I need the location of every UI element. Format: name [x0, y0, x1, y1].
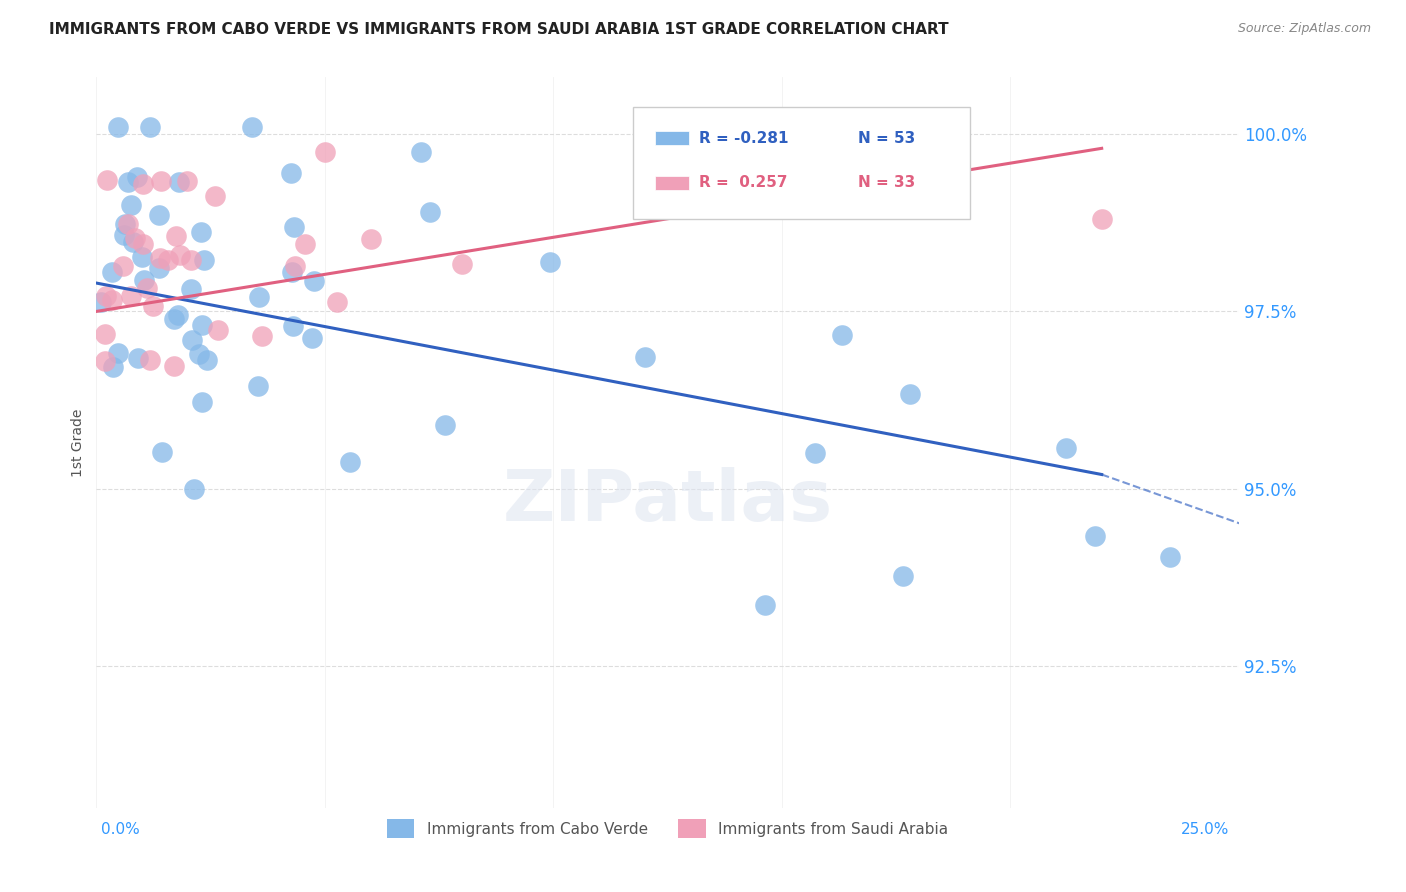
Point	[1084, 529, 1107, 543]
Point	[339, 455, 361, 469]
Point	[294, 237, 316, 252]
Point	[898, 387, 921, 401]
Point	[1054, 441, 1077, 455]
Point	[156, 253, 179, 268]
Legend: Immigrants from Cabo Verde, Immigrants from Saudi Arabia: Immigrants from Cabo Verde, Immigrants f…	[381, 814, 955, 844]
Point	[181, 333, 204, 347]
Text: ZIPatlas: ZIPatlas	[502, 467, 832, 535]
Point	[302, 274, 325, 288]
Point	[325, 295, 347, 310]
Point	[1091, 212, 1114, 227]
Text: R =  0.257: R = 0.257	[699, 176, 787, 190]
Text: N = 53: N = 53	[858, 131, 915, 145]
Point	[360, 232, 382, 246]
Point	[163, 359, 186, 373]
Point	[301, 330, 323, 344]
Point	[114, 217, 136, 231]
Point	[149, 251, 172, 265]
Point	[107, 346, 129, 360]
Point	[891, 569, 914, 583]
Point	[90, 295, 112, 310]
Point	[117, 175, 139, 189]
Point	[136, 280, 159, 294]
Point	[188, 346, 211, 360]
Point	[634, 350, 657, 364]
Point	[247, 290, 270, 304]
Point	[250, 329, 273, 343]
Point	[117, 217, 139, 231]
Point	[240, 120, 263, 134]
Text: 25.0%: 25.0%	[1181, 822, 1230, 837]
Point	[94, 353, 117, 368]
Point	[139, 353, 162, 368]
Point	[419, 205, 441, 219]
Point	[434, 418, 457, 433]
Point	[112, 259, 135, 273]
Text: R = -0.281: R = -0.281	[699, 131, 789, 145]
Point	[1159, 550, 1181, 565]
Point	[101, 264, 124, 278]
Point	[190, 225, 212, 239]
Point	[280, 265, 302, 279]
Point	[280, 166, 302, 180]
Point	[149, 174, 172, 188]
Point	[120, 289, 142, 303]
Point	[150, 445, 173, 459]
Point	[167, 175, 190, 189]
Point	[314, 145, 336, 160]
Point	[120, 198, 142, 212]
Text: N = 33: N = 33	[858, 176, 915, 190]
Point	[195, 352, 218, 367]
Point	[167, 308, 190, 322]
Point	[148, 208, 170, 222]
Point	[831, 328, 853, 343]
Point	[411, 145, 433, 160]
Point	[246, 378, 269, 392]
Point	[191, 318, 214, 332]
Point	[148, 261, 170, 276]
Point	[163, 312, 186, 326]
Point	[180, 282, 202, 296]
Point	[165, 229, 187, 244]
Point	[94, 289, 117, 303]
Point	[754, 599, 776, 613]
Text: 0.0%: 0.0%	[101, 822, 139, 837]
Point	[122, 235, 145, 249]
Point	[139, 120, 162, 135]
Point	[124, 231, 146, 245]
Point	[191, 395, 214, 409]
Text: IMMIGRANTS FROM CABO VERDE VS IMMIGRANTS FROM SAUDI ARABIA 1ST GRADE CORRELATION: IMMIGRANTS FROM CABO VERDE VS IMMIGRANTS…	[49, 22, 949, 37]
Point	[132, 236, 155, 251]
Point	[283, 219, 305, 234]
Point	[94, 326, 117, 341]
Point	[101, 359, 124, 374]
Text: Source: ZipAtlas.com: Source: ZipAtlas.com	[1237, 22, 1371, 36]
Point	[96, 173, 118, 187]
Point	[804, 445, 827, 459]
Point	[725, 169, 748, 183]
Point	[281, 318, 304, 333]
Point	[538, 255, 561, 269]
Point	[204, 189, 226, 203]
Point	[101, 293, 124, 307]
Point	[131, 177, 153, 191]
Point	[180, 253, 202, 268]
Point	[131, 250, 153, 264]
Point	[107, 120, 129, 134]
Point	[193, 253, 215, 268]
Point	[112, 227, 135, 242]
Point	[132, 273, 155, 287]
Point	[451, 257, 474, 271]
Point	[169, 248, 191, 262]
Point	[127, 169, 149, 184]
Point	[284, 259, 307, 273]
Point	[127, 351, 149, 365]
Point	[183, 482, 205, 496]
Point	[142, 298, 165, 312]
Point	[176, 174, 198, 188]
Y-axis label: 1st Grade: 1st Grade	[72, 409, 86, 477]
Point	[207, 323, 229, 337]
